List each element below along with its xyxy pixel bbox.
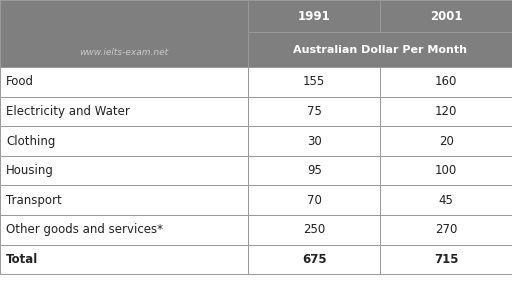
Text: 250: 250 bbox=[303, 223, 325, 236]
Bar bbox=[0, 97, 248, 126]
Text: 155: 155 bbox=[303, 75, 325, 88]
Bar bbox=[380, 156, 512, 185]
Bar bbox=[248, 32, 512, 67]
Text: 100: 100 bbox=[435, 164, 457, 177]
Bar bbox=[248, 185, 380, 215]
Bar bbox=[0, 245, 248, 274]
Text: 160: 160 bbox=[435, 75, 457, 88]
Text: 675: 675 bbox=[302, 253, 327, 266]
Bar bbox=[380, 67, 512, 97]
Bar bbox=[0, 0, 248, 67]
Bar bbox=[0, 215, 248, 245]
Text: www.ielts-exam.net: www.ielts-exam.net bbox=[79, 48, 169, 57]
Text: Electricity and Water: Electricity and Water bbox=[6, 105, 130, 118]
Bar bbox=[248, 126, 380, 156]
Bar bbox=[380, 126, 512, 156]
Text: 2001: 2001 bbox=[430, 9, 462, 23]
Bar bbox=[248, 97, 380, 126]
Bar bbox=[380, 215, 512, 245]
Text: Transport: Transport bbox=[6, 194, 62, 207]
Bar bbox=[248, 215, 380, 245]
Text: 20: 20 bbox=[439, 135, 454, 148]
Bar bbox=[380, 245, 512, 274]
Text: Total: Total bbox=[6, 253, 38, 266]
Text: 715: 715 bbox=[434, 253, 458, 266]
Bar bbox=[380, 185, 512, 215]
Text: 45: 45 bbox=[439, 194, 454, 207]
Text: Other goods and services*: Other goods and services* bbox=[6, 223, 163, 236]
Bar bbox=[0, 67, 248, 97]
Text: 120: 120 bbox=[435, 105, 457, 118]
Bar bbox=[248, 156, 380, 185]
Text: 270: 270 bbox=[435, 223, 457, 236]
Bar bbox=[0, 156, 248, 185]
Text: Australian Dollar Per Month: Australian Dollar Per Month bbox=[293, 45, 467, 55]
Bar bbox=[248, 245, 380, 274]
Text: 30: 30 bbox=[307, 135, 322, 148]
Text: 95: 95 bbox=[307, 164, 322, 177]
Bar bbox=[248, 67, 380, 97]
Bar bbox=[0, 126, 248, 156]
Bar bbox=[380, 97, 512, 126]
Text: 75: 75 bbox=[307, 105, 322, 118]
Text: 70: 70 bbox=[307, 194, 322, 207]
Text: 1991: 1991 bbox=[298, 9, 331, 23]
Bar bbox=[380, 0, 512, 32]
Bar bbox=[248, 0, 380, 32]
Bar bbox=[0, 185, 248, 215]
Text: Clothing: Clothing bbox=[6, 135, 55, 148]
Text: Housing: Housing bbox=[6, 164, 54, 177]
Text: Food: Food bbox=[6, 75, 34, 88]
